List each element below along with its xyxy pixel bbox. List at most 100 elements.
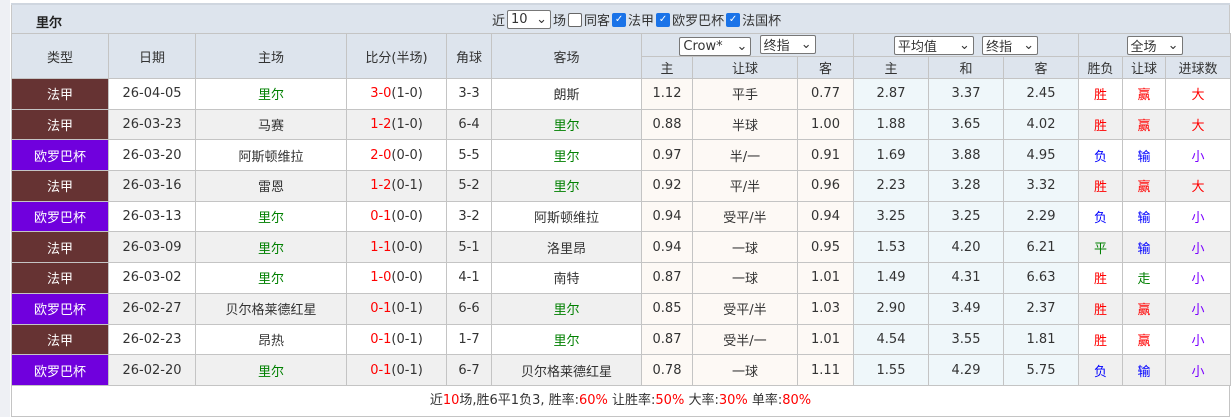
away-team[interactable]: 朗斯 bbox=[491, 78, 642, 110]
away-team[interactable]: 洛里昂 bbox=[491, 231, 642, 264]
league-badge[interactable]: 欧罗巴杯 bbox=[11, 139, 109, 172]
full-score: 1-2 bbox=[370, 117, 392, 133]
score-cell[interactable]: 0-1(0-1) bbox=[346, 292, 447, 325]
away-team[interactable]: 里尔 bbox=[491, 323, 642, 356]
col-result-ah: 让球 bbox=[1122, 56, 1167, 79]
score-cell[interactable]: 0-1(0-0) bbox=[346, 200, 447, 233]
home-team[interactable]: 里尔 bbox=[195, 262, 347, 294]
match-row[interactable]: 法甲 26-03-02 里尔 1-0(0-0) 4-1 南特 0.87 一球 1… bbox=[11, 262, 1232, 294]
match-date: 26-03-16 bbox=[108, 170, 196, 202]
away-team[interactable]: 里尔 bbox=[491, 170, 642, 202]
match-row[interactable]: 欧罗巴杯 26-03-20 阿斯顿维拉 2-0(0-0) 5-5 里尔 0.97… bbox=[11, 139, 1232, 172]
league-badge[interactable]: 法甲 bbox=[11, 108, 109, 141]
ah-away-odds: 1.01 bbox=[796, 262, 855, 294]
score-cell[interactable]: 1-0(0-0) bbox=[346, 262, 447, 294]
col-ah-away: 客 bbox=[796, 56, 855, 79]
eu-away-odds: 4.02 bbox=[1003, 108, 1080, 141]
summary-text: 大率: bbox=[684, 392, 719, 408]
eu-home-odds: 3.25 bbox=[853, 200, 930, 233]
recent-count-select[interactable]: 10 ⌄ bbox=[507, 10, 552, 29]
bookmaker-select[interactable]: Crow* ⌄ bbox=[679, 36, 752, 56]
home-team[interactable]: 里尔 bbox=[195, 354, 347, 386]
ah-line: 半球 bbox=[692, 108, 798, 141]
league-label: 法甲 bbox=[628, 14, 655, 29]
league-badge[interactable]: 法甲 bbox=[11, 231, 109, 264]
match-date: 26-02-20 bbox=[108, 354, 196, 386]
score-cell[interactable]: 2-0(0-0) bbox=[346, 139, 447, 172]
eu-home-odds: 2.90 bbox=[853, 292, 930, 325]
result-wl: 胜 bbox=[1078, 292, 1124, 325]
home-team[interactable]: 里尔 bbox=[195, 200, 347, 233]
result-ah: 赢 bbox=[1122, 78, 1167, 110]
league-badge[interactable]: 欧罗巴杯 bbox=[11, 354, 109, 386]
home-team[interactable]: 昂热 bbox=[195, 323, 347, 356]
odds-kind-value: 终指 bbox=[763, 38, 790, 54]
home-team[interactable]: 雷恩 bbox=[195, 170, 347, 202]
home-team[interactable]: 里尔 bbox=[195, 231, 347, 264]
eu-home-odds: 1.53 bbox=[853, 231, 930, 264]
period-select[interactable]: 全场 ⌄ bbox=[1126, 35, 1183, 55]
ah-away-odds: 0.96 bbox=[796, 170, 855, 202]
recent-label: 近 bbox=[492, 14, 506, 29]
recent-count-value: 10 bbox=[511, 12, 528, 27]
match-row[interactable]: 欧罗巴杯 26-03-13 里尔 0-1(0-0) 3-2 阿斯顿维拉 0.94… bbox=[11, 200, 1232, 233]
league-badge[interactable]: 欧罗巴杯 bbox=[11, 292, 109, 325]
half-score: (0-1) bbox=[391, 362, 423, 378]
average-select[interactable]: 平均值 ⌄ bbox=[893, 35, 974, 55]
away-team[interactable]: 南特 bbox=[491, 262, 642, 294]
score-cell[interactable]: 0-1(0-1) bbox=[346, 323, 447, 356]
away-team[interactable]: 阿斯顿维拉 bbox=[491, 200, 642, 233]
score-cell[interactable]: 3-0(1-0) bbox=[346, 78, 447, 110]
score-cell[interactable]: 1-2(1-0) bbox=[346, 108, 447, 141]
match-row[interactable]: 法甲 26-03-23 马赛 1-2(1-0) 6-4 里尔 0.88 半球 1… bbox=[11, 108, 1232, 141]
col-result-wl: 胜负 bbox=[1078, 56, 1124, 79]
team-title: 里尔 bbox=[36, 16, 63, 31]
league-checkbox-uel[interactable]: ✓ bbox=[656, 12, 671, 27]
home-team[interactable]: 阿斯顿维拉 bbox=[195, 139, 347, 172]
col-eu-away: 客 bbox=[1003, 56, 1080, 79]
eu-away-odds: 4.95 bbox=[1003, 139, 1080, 172]
league-badge[interactable]: 法甲 bbox=[11, 78, 109, 110]
match-row[interactable]: 欧罗巴杯 26-02-20 里尔 0-1(0-1) 6-7 贝尔格莱德红星 0.… bbox=[11, 354, 1232, 386]
page-gutter bbox=[0, 0, 10, 417]
col-corner: 角球 bbox=[446, 33, 492, 79]
recent-matches-panel: 里尔 近 10 ⌄ 场 同客 ✓ 法甲 ✓ 欧罗巴杯 ✓ 法国杯 类型 日期 主场 比分… bbox=[11, 3, 1232, 417]
col-type: 类型 bbox=[11, 33, 109, 79]
result-wl: 负 bbox=[1078, 139, 1124, 172]
score-cell[interactable]: 1-2(0-1) bbox=[346, 170, 447, 202]
result-wl: 平 bbox=[1078, 231, 1124, 264]
away-team[interactable]: 里尔 bbox=[491, 139, 642, 172]
result-ah: 赢 bbox=[1122, 323, 1167, 356]
score-cell[interactable]: 1-1(0-0) bbox=[346, 231, 447, 264]
home-team[interactable]: 里尔 bbox=[195, 78, 347, 110]
league-badge[interactable]: 法甲 bbox=[11, 323, 109, 356]
away-team[interactable]: 贝尔格莱德红星 bbox=[491, 354, 642, 386]
away-team[interactable]: 里尔 bbox=[491, 292, 642, 325]
league-badge[interactable]: 法甲 bbox=[11, 262, 109, 294]
chevron-down-icon: ⌄ bbox=[536, 12, 548, 27]
odds-kind-select-2[interactable]: 终指 ⌄ bbox=[982, 35, 1039, 55]
eu-away-odds: 2.37 bbox=[1003, 292, 1080, 325]
score-cell[interactable]: 0-1(0-1) bbox=[346, 354, 447, 386]
match-row[interactable]: 法甲 26-03-09 里尔 1-1(0-0) 5-1 洛里昂 0.94 一球 … bbox=[11, 231, 1232, 264]
same-away-checkbox[interactable] bbox=[568, 12, 583, 27]
away-team[interactable]: 里尔 bbox=[491, 108, 642, 141]
league-checkbox-coupe[interactable]: ✓ bbox=[726, 12, 741, 27]
match-date: 26-03-23 bbox=[108, 108, 196, 141]
match-row[interactable]: 法甲 26-03-16 雷恩 1-2(0-1) 5-2 里尔 0.92 平/半 … bbox=[11, 170, 1232, 202]
match-row[interactable]: 法甲 26-04-05 里尔 3-0(1-0) 3-3 朗斯 1.12 平手 0… bbox=[11, 78, 1232, 110]
result-ou: 大 bbox=[1165, 108, 1232, 141]
odds-kind-select[interactable]: 终指 ⌄ bbox=[759, 34, 816, 54]
home-team[interactable]: 贝尔格莱德红星 bbox=[195, 292, 347, 325]
league-checkbox-ligue1[interactable]: ✓ bbox=[612, 12, 627, 27]
result-ou: 小 bbox=[1165, 139, 1232, 172]
home-team[interactable]: 马赛 bbox=[195, 108, 347, 141]
match-row[interactable]: 法甲 26-02-23 昂热 0-1(0-1) 1-7 里尔 0.87 受半/一… bbox=[11, 323, 1232, 356]
league-badge[interactable]: 法甲 bbox=[11, 170, 109, 202]
match-row[interactable]: 欧罗巴杯 26-02-27 贝尔格莱德红星 0-1(0-1) 6-6 里尔 0.… bbox=[11, 292, 1232, 325]
summary-count: 10 bbox=[442, 392, 460, 408]
result-wl: 胜 bbox=[1078, 323, 1124, 356]
col-ah-home: 主 bbox=[641, 56, 693, 79]
eu-draw-odds: 4.31 bbox=[928, 262, 1005, 294]
league-badge[interactable]: 欧罗巴杯 bbox=[11, 200, 109, 233]
